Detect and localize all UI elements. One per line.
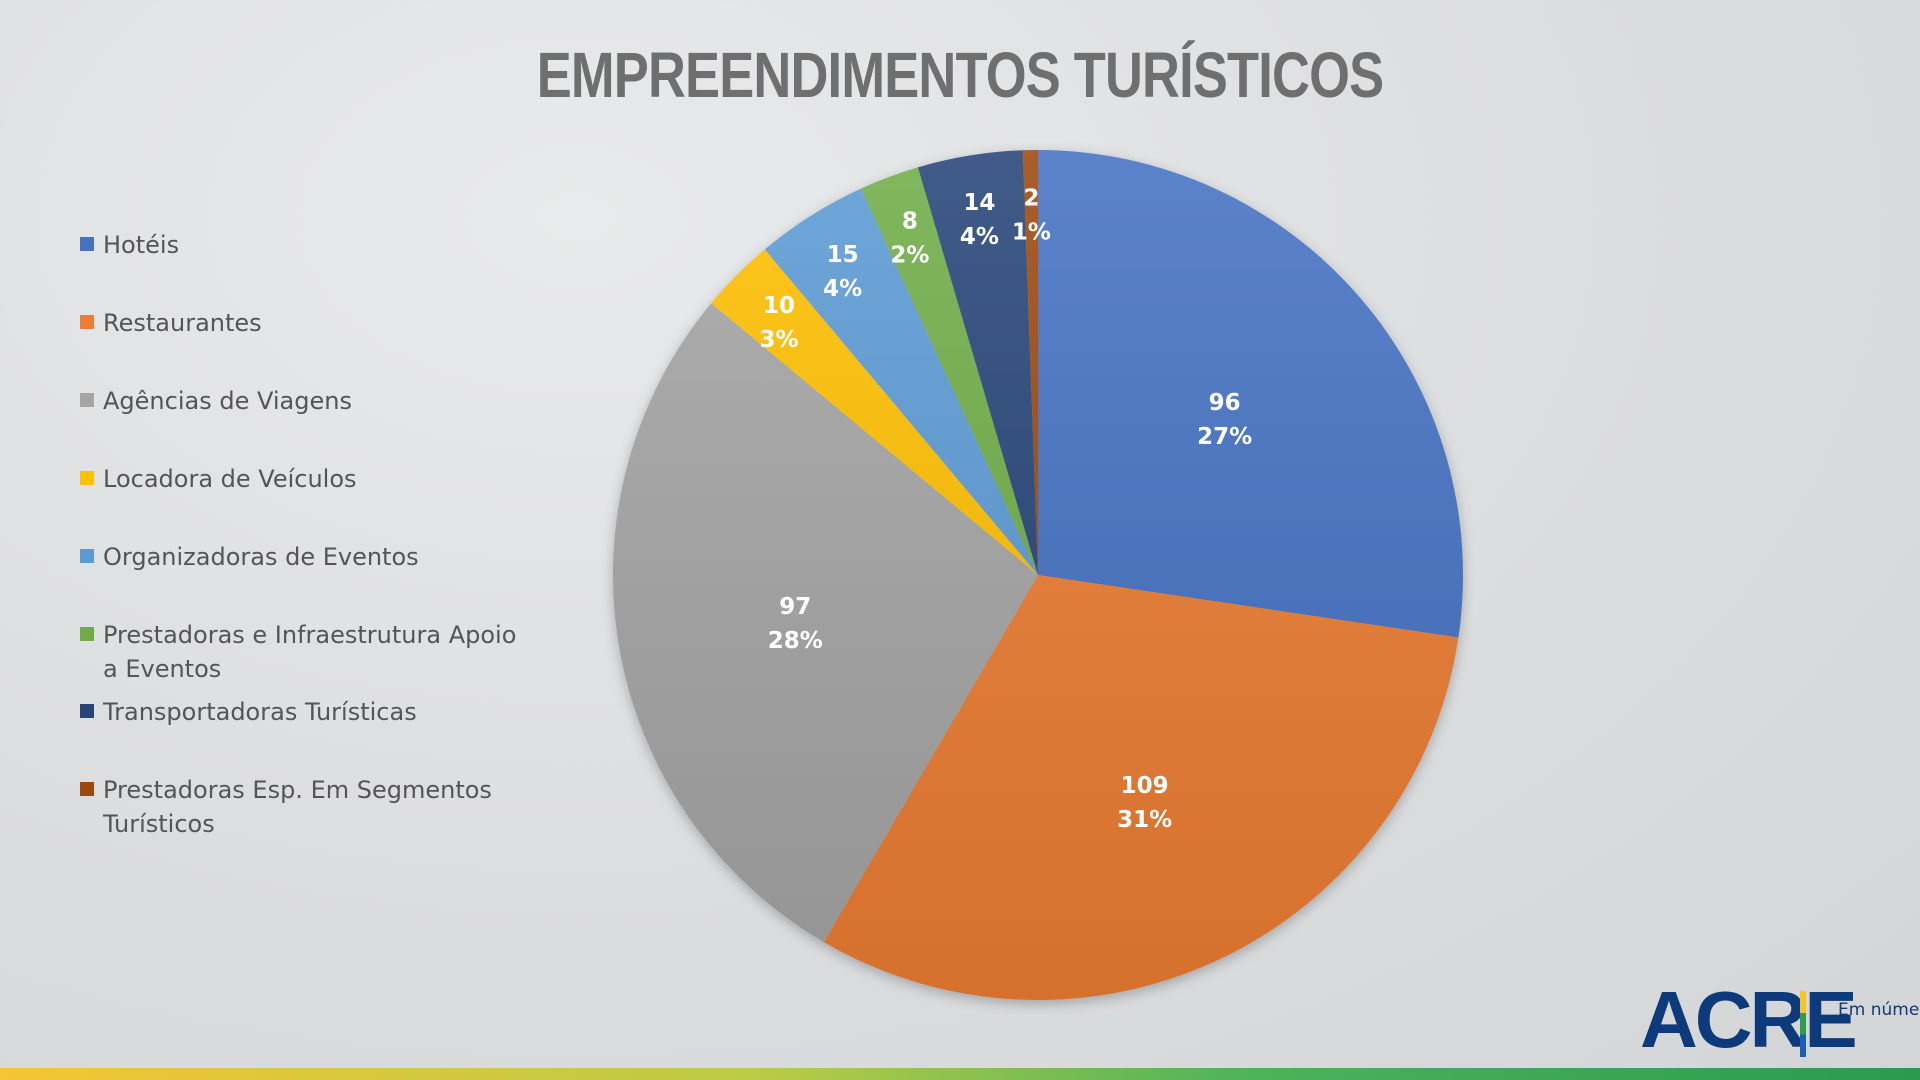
legend-label: Restaurantes: [103, 309, 262, 337]
legend-swatch: [80, 315, 94, 329]
legend-item: Prestadoras e Infraestrutura Apoio a Eve…: [80, 618, 520, 686]
legend-item: Organizadoras de Eventos: [80, 540, 520, 574]
legend-label: Locadora de Veículos: [103, 465, 357, 493]
legend-label: Prestadoras Esp. Em Segmentos Turísticos: [103, 776, 492, 838]
data-label-value: 14: [963, 190, 995, 216]
legend-swatch: [80, 471, 94, 485]
legend-label: Agências de Viagens: [103, 387, 352, 415]
data-label-value: 109: [1121, 773, 1169, 799]
data-label-percent: 2%: [890, 243, 929, 269]
data-label-percent: 1%: [1012, 220, 1051, 246]
logo-text: ACRE: [1640, 975, 1858, 1064]
legend-swatch: [80, 549, 94, 563]
logo-accent-bar: [1800, 991, 1806, 1057]
legend-item: Agências de Viagens: [80, 384, 520, 418]
data-label-value: 10: [763, 293, 795, 319]
data-label-value: 8: [902, 209, 918, 235]
data-label-percent: 4%: [823, 276, 862, 302]
legend-item: Locadora de Veículos: [80, 462, 520, 496]
legend-swatch: [80, 237, 94, 251]
legend-label: Transportadoras Turísticas: [103, 698, 417, 726]
data-label-value: 15: [827, 242, 859, 268]
pie-slice: [1038, 150, 1463, 638]
legend-swatch: [80, 393, 94, 407]
data-label-value: 2: [1023, 186, 1039, 212]
chart-title: EMPREENDIMENTOS TURÍSTICOS: [536, 39, 1384, 111]
data-label-value: 96: [1209, 390, 1241, 416]
legend-label: Prestadoras e Infraestrutura Apoio a Eve…: [103, 621, 517, 683]
legend-item: Hotéis: [80, 228, 520, 262]
legend-swatch: [80, 782, 94, 796]
data-label-percent: 3%: [759, 327, 798, 353]
legend-swatch: [80, 704, 94, 718]
legend-swatch: [80, 627, 94, 641]
legend-label: Hotéis: [103, 231, 180, 259]
legend-item: Transportadoras Turísticas: [80, 695, 520, 729]
data-label-percent: 27%: [1197, 424, 1252, 450]
data-label-percent: 28%: [768, 628, 823, 654]
data-label-value: 97: [779, 594, 811, 620]
data-label-percent: 4%: [960, 224, 999, 250]
logo-subtitle: Em números: [1838, 1000, 1920, 1020]
legend-label: Organizadoras de Eventos: [103, 543, 419, 571]
legend-item: Prestadoras Esp. Em Segmentos Turísticos: [80, 773, 520, 841]
data-label-percent: 31%: [1117, 807, 1172, 833]
legend-item: Restaurantes: [80, 306, 520, 340]
bottom-color-bar: [0, 1068, 1920, 1080]
